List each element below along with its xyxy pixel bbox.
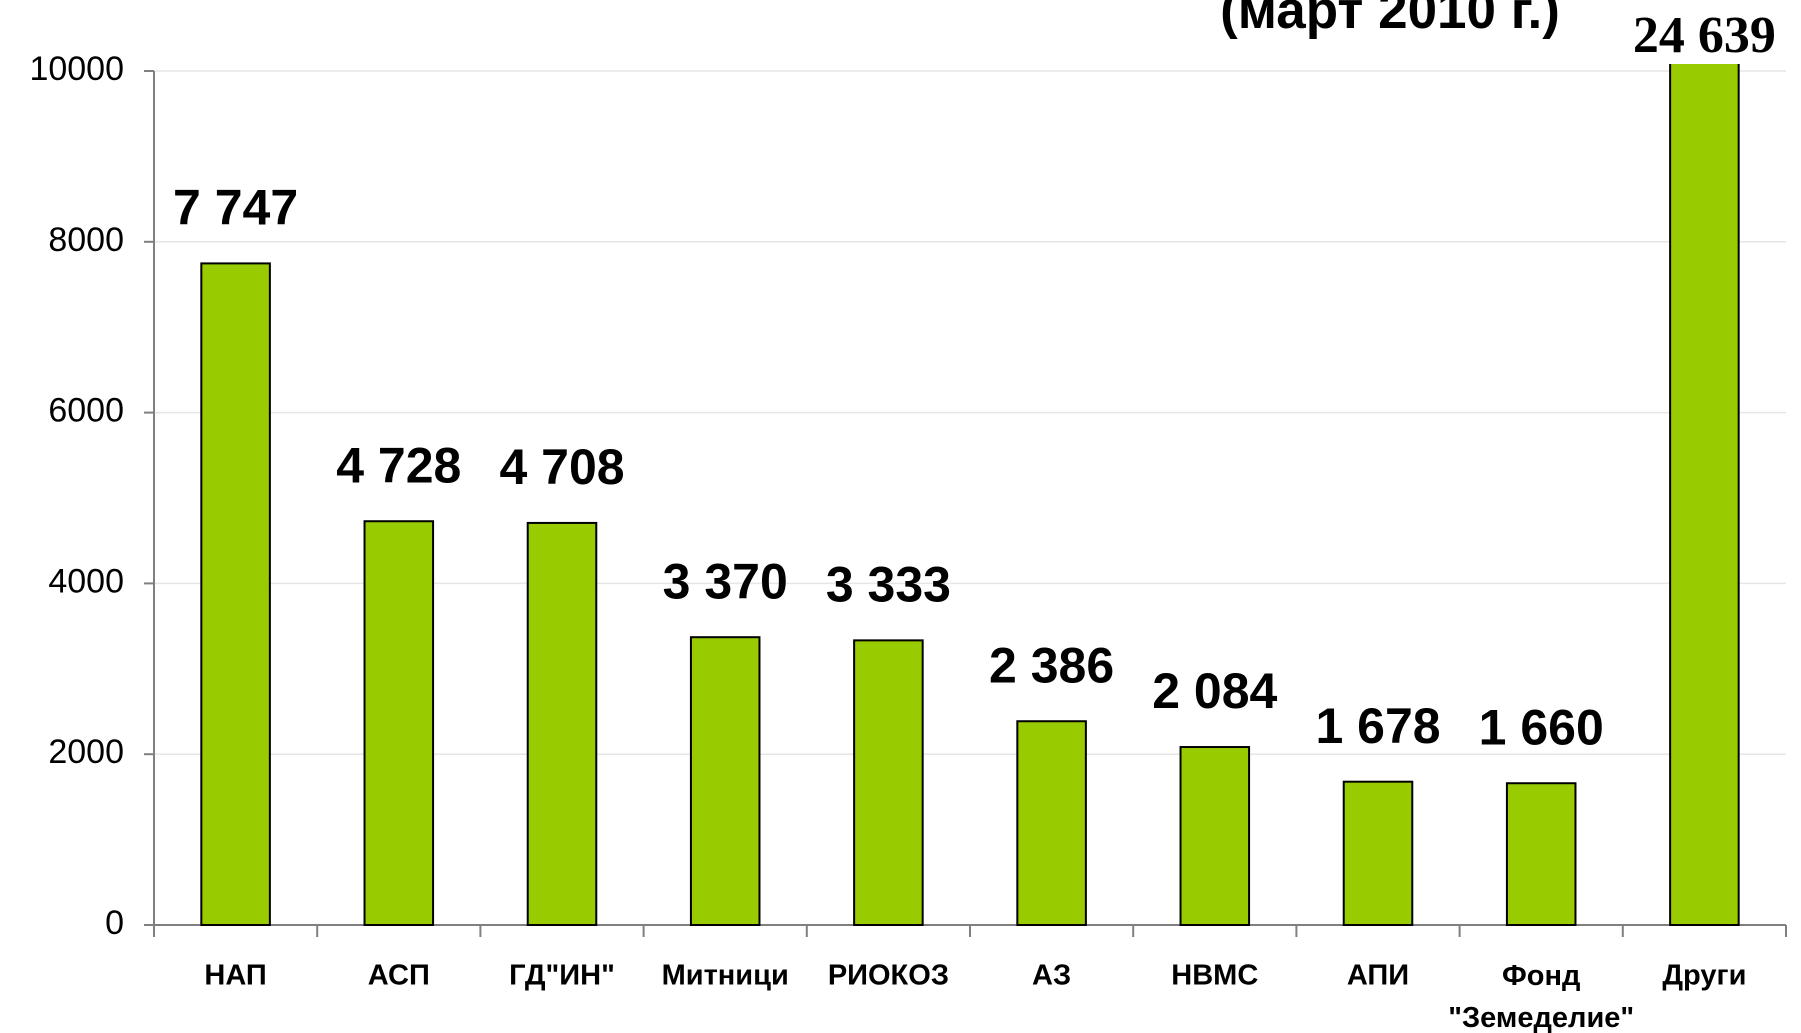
value-label: 3 370 — [663, 553, 788, 609]
x-tick-label: АСП — [368, 960, 430, 992]
value-label: 1 660 — [1479, 699, 1604, 755]
bar — [1669, 64, 1740, 926]
bar — [689, 636, 761, 927]
value-label: 24 639 — [1633, 7, 1776, 64]
value-label: 1 678 — [1315, 698, 1440, 754]
bar — [200, 262, 271, 926]
plot-area — [200, 64, 1740, 927]
x-tick-label: ГД"ИН" — [509, 960, 615, 992]
y-tick-label: 8000 — [48, 221, 124, 259]
y-tick-label: 0 — [105, 904, 124, 942]
x-tick-label: Други — [1662, 960, 1746, 992]
y-tick-label: 6000 — [48, 392, 124, 430]
value-label: 4 708 — [499, 439, 624, 495]
x-tick-label: РИОКОЗ — [828, 960, 949, 992]
bar — [526, 521, 598, 927]
chart-title: (март 2010 г.) — [1220, 0, 1560, 40]
bar — [1016, 720, 1087, 926]
y-tick-label: 4000 — [48, 562, 124, 600]
x-tick-label: Митници — [662, 960, 789, 992]
value-label: 7 747 — [173, 180, 298, 236]
bar — [363, 520, 435, 927]
x-tick-label: НАП — [204, 960, 266, 992]
value-label: 3 333 — [826, 557, 951, 613]
y-tick-label: 2000 — [48, 733, 124, 771]
x-tick-label: Фонд "Земеделие" — [1448, 960, 1634, 1033]
bar — [853, 639, 924, 927]
value-label: 4 728 — [336, 437, 461, 493]
value-label: 2 084 — [1152, 663, 1277, 719]
x-tick-label: АЗ — [1032, 960, 1071, 992]
bar — [1342, 780, 1414, 926]
value-label: 2 386 — [989, 637, 1114, 693]
bar — [1179, 746, 1251, 927]
x-tick-label: АПИ — [1347, 960, 1409, 992]
x-tick-label: НВМС — [1171, 960, 1258, 992]
bar — [1505, 782, 1577, 927]
y-tick-label: 10000 — [29, 50, 124, 88]
